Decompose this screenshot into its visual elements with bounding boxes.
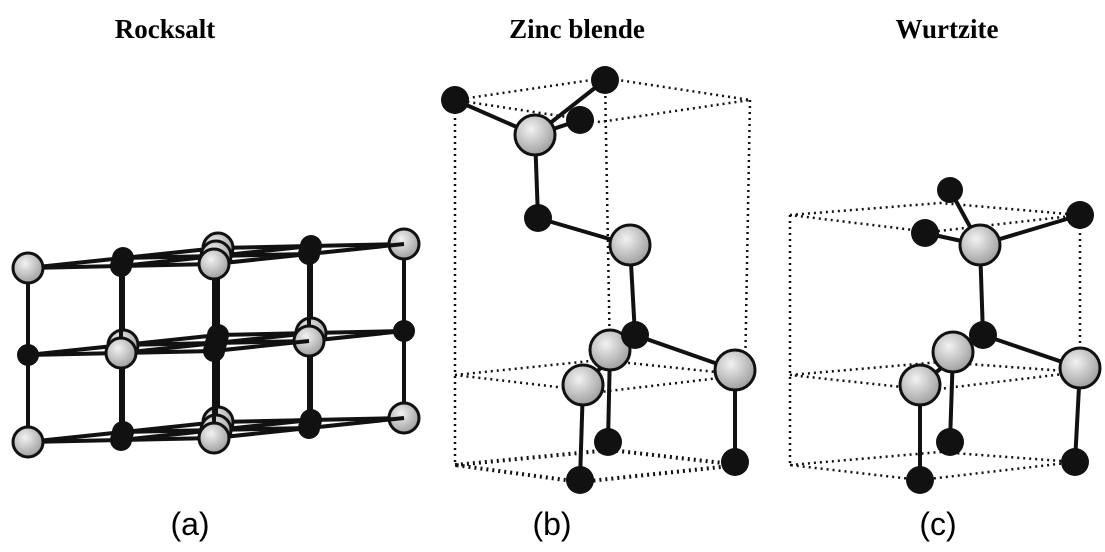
zincblende-structure [441, 66, 755, 494]
panel-title: Zinc blende [509, 14, 645, 44]
atom [13, 427, 43, 457]
atom [199, 249, 229, 279]
atom [203, 340, 225, 362]
atom [199, 423, 229, 453]
panel-title: Rocksalt [115, 14, 216, 44]
panel-label: (b) [532, 506, 571, 542]
atom [13, 253, 43, 283]
panel-label: (c) [919, 506, 956, 542]
atom [17, 344, 39, 366]
wurtzite-structure [790, 177, 1100, 494]
atom [106, 338, 136, 368]
rocksalt-structure [13, 229, 419, 457]
diagram: Rocksalt Zinc blende Wurtzite (a) (b) (c… [0, 0, 1105, 552]
atom [110, 429, 132, 451]
panel-title: Wurtzite [896, 14, 999, 44]
panel-label: (a) [170, 506, 209, 542]
atom [110, 255, 132, 277]
